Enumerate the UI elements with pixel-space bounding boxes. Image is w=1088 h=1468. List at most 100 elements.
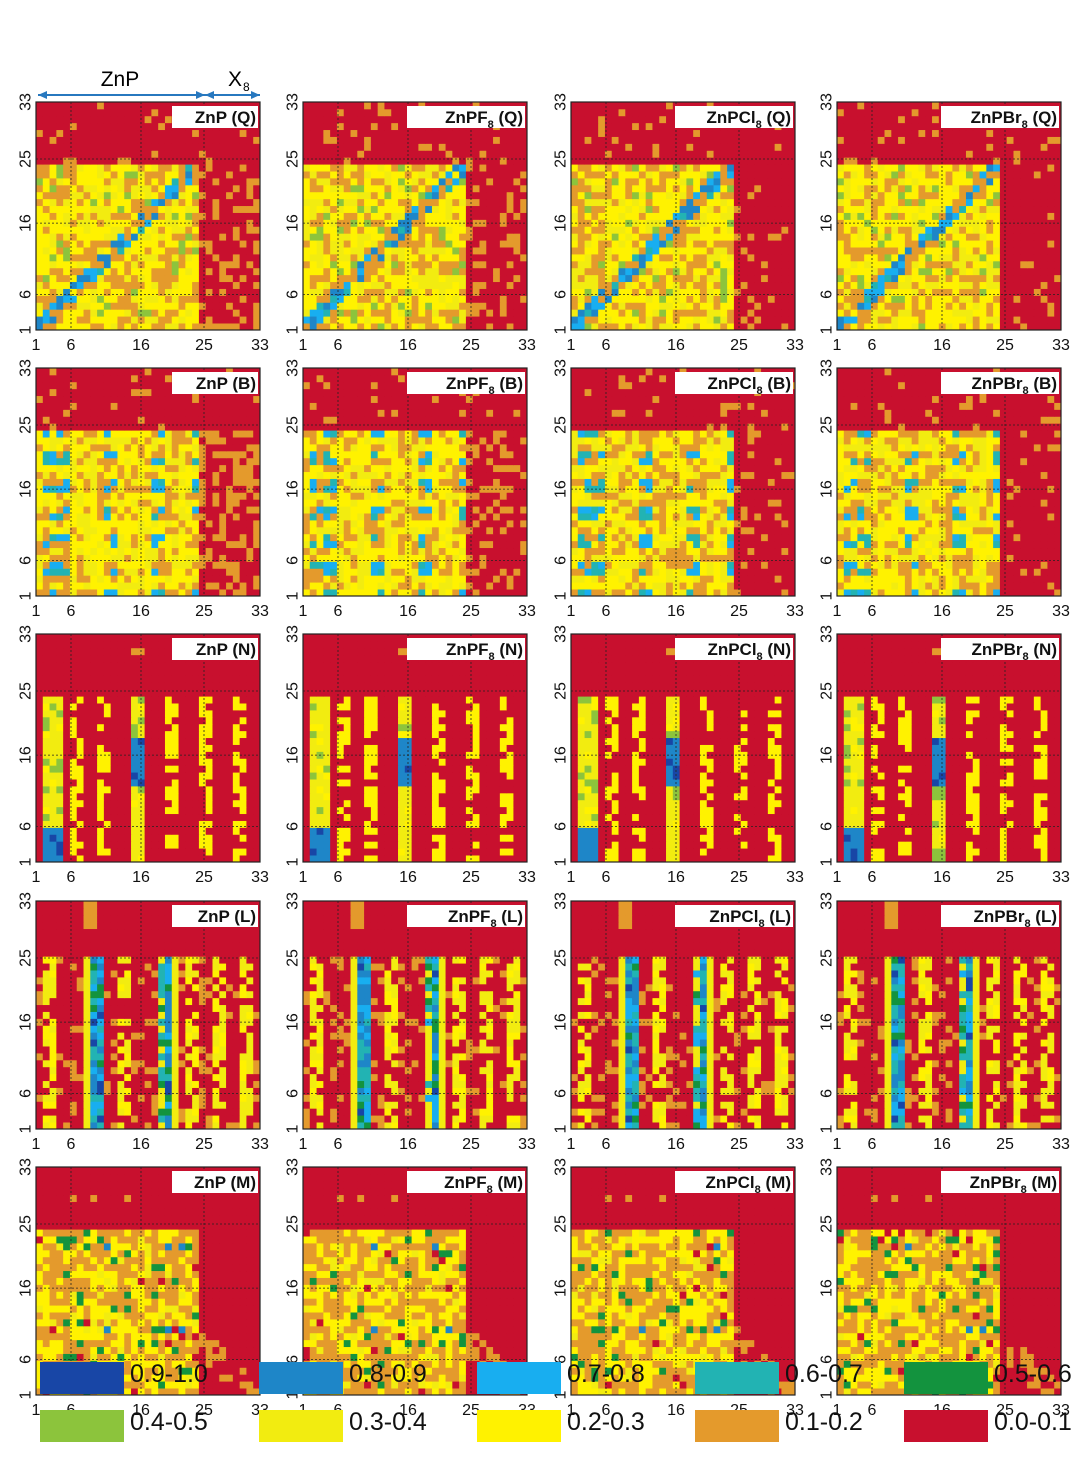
heatmap-cell [83, 267, 91, 276]
heatmap-cell [364, 309, 372, 317]
heatmap-cell [418, 309, 426, 317]
heatmap-cell [83, 226, 91, 234]
heatmap-cell [979, 233, 987, 241]
heatmap-cell [993, 240, 1001, 248]
heatmap-cell [377, 115, 385, 124]
heatmap-cell [124, 226, 132, 234]
heatmap-cell [499, 281, 508, 289]
heatmap-cell [178, 575, 186, 583]
heatmap-cell [1013, 191, 1021, 200]
heatmap-cell [465, 198, 474, 207]
heatmap-cell [918, 108, 926, 117]
heatmap-cell [137, 178, 146, 186]
heatmap-cell [185, 492, 193, 500]
heatmap-cell [979, 198, 987, 207]
heatmap-cell [904, 184, 913, 193]
heatmap-cell [781, 226, 789, 234]
heatmap-cell [144, 323, 152, 331]
heatmap-cell [506, 212, 514, 220]
heatmap-cell [357, 122, 365, 131]
heatmap-cell [465, 267, 474, 276]
heatmap-cell [659, 150, 667, 158]
heatmap-cell [693, 171, 701, 179]
heatmap-cell [246, 240, 254, 248]
heatmap-cell [591, 129, 599, 137]
heatmap-cell [232, 499, 241, 507]
heatmap-cell [404, 102, 413, 110]
heatmap-cell [63, 115, 71, 124]
heatmap-cell [645, 102, 653, 110]
heatmap-cell [445, 302, 453, 310]
heatmap-cell [904, 295, 913, 303]
heatmap-cell [1040, 136, 1048, 144]
heatmap-cell [192, 288, 200, 296]
heatmap-cell [198, 171, 207, 179]
heatmap-cell [90, 198, 98, 207]
heatmap-cell [513, 267, 521, 276]
heatmap-cell [418, 136, 426, 144]
heatmap-cell [411, 205, 419, 213]
heatmap-cell [171, 240, 179, 248]
heatmap-cell [151, 164, 159, 172]
heatmap-cell [837, 212, 845, 220]
heatmap-cell [891, 184, 899, 193]
heatmap-cell [877, 157, 885, 165]
heatmap-cell [398, 240, 406, 248]
heatmap-cell [97, 240, 105, 248]
heatmap-cell [740, 233, 748, 241]
heatmap-cell [837, 233, 845, 241]
heatmap-cell [864, 150, 872, 158]
heatmap-cell [198, 506, 207, 514]
heatmap-cell [493, 205, 501, 213]
heatmap-cell [117, 240, 125, 248]
heatmap-cell [740, 102, 748, 110]
heatmap-cell [932, 129, 940, 137]
heatmap-cell [870, 129, 879, 137]
heatmap-cell [686, 164, 694, 172]
heatmap-cell [499, 205, 508, 213]
heatmap-cell [1013, 267, 1021, 276]
heatmap-cell [232, 136, 241, 144]
heatmap-cell [377, 288, 385, 296]
heatmap-cell [513, 260, 521, 269]
heatmap-cell [131, 267, 139, 276]
heatmap-cell [1006, 240, 1014, 248]
heatmap-cell [171, 157, 179, 165]
heatmap-cell [788, 316, 796, 324]
heatmap-cell [384, 323, 392, 331]
heatmap-cell [577, 136, 585, 144]
heatmap-cell [384, 281, 392, 289]
heatmap-cell [972, 219, 980, 227]
heatmap-cell [918, 309, 926, 317]
heatmap-cell [36, 240, 44, 248]
heatmap-cell [1027, 260, 1035, 269]
heatmap-cell [323, 288, 331, 296]
heatmap-cell [171, 323, 179, 331]
heatmap-cell [918, 178, 926, 186]
heatmap-cell [316, 115, 324, 124]
heatmap-cell [837, 219, 845, 227]
heatmap-cell [398, 295, 406, 303]
heatmap-cell [76, 267, 84, 276]
heatmap-cell [110, 561, 118, 569]
heatmap-cell [309, 260, 317, 269]
heatmap-cell [232, 191, 241, 200]
heatmap-cell [659, 115, 667, 124]
heatmap-cell [870, 157, 879, 165]
heatmap-cell [645, 198, 653, 207]
heatmap-cell [904, 323, 913, 331]
heatmap-cell [706, 191, 714, 200]
heatmap-cell [686, 212, 694, 220]
heatmap-cell [699, 129, 708, 137]
heatmap-cell [330, 274, 338, 283]
heatmap-cell [232, 561, 241, 569]
heatmap-cell [205, 554, 213, 562]
heatmap-cell [124, 288, 132, 296]
heatmap-cell [97, 171, 105, 179]
heatmap-cell [754, 143, 762, 151]
heatmap-cell [850, 233, 858, 241]
heatmap-cell [246, 506, 254, 514]
heatmap-cell [672, 295, 681, 303]
heatmap-cell [938, 191, 947, 200]
heatmap-cell [870, 164, 879, 172]
